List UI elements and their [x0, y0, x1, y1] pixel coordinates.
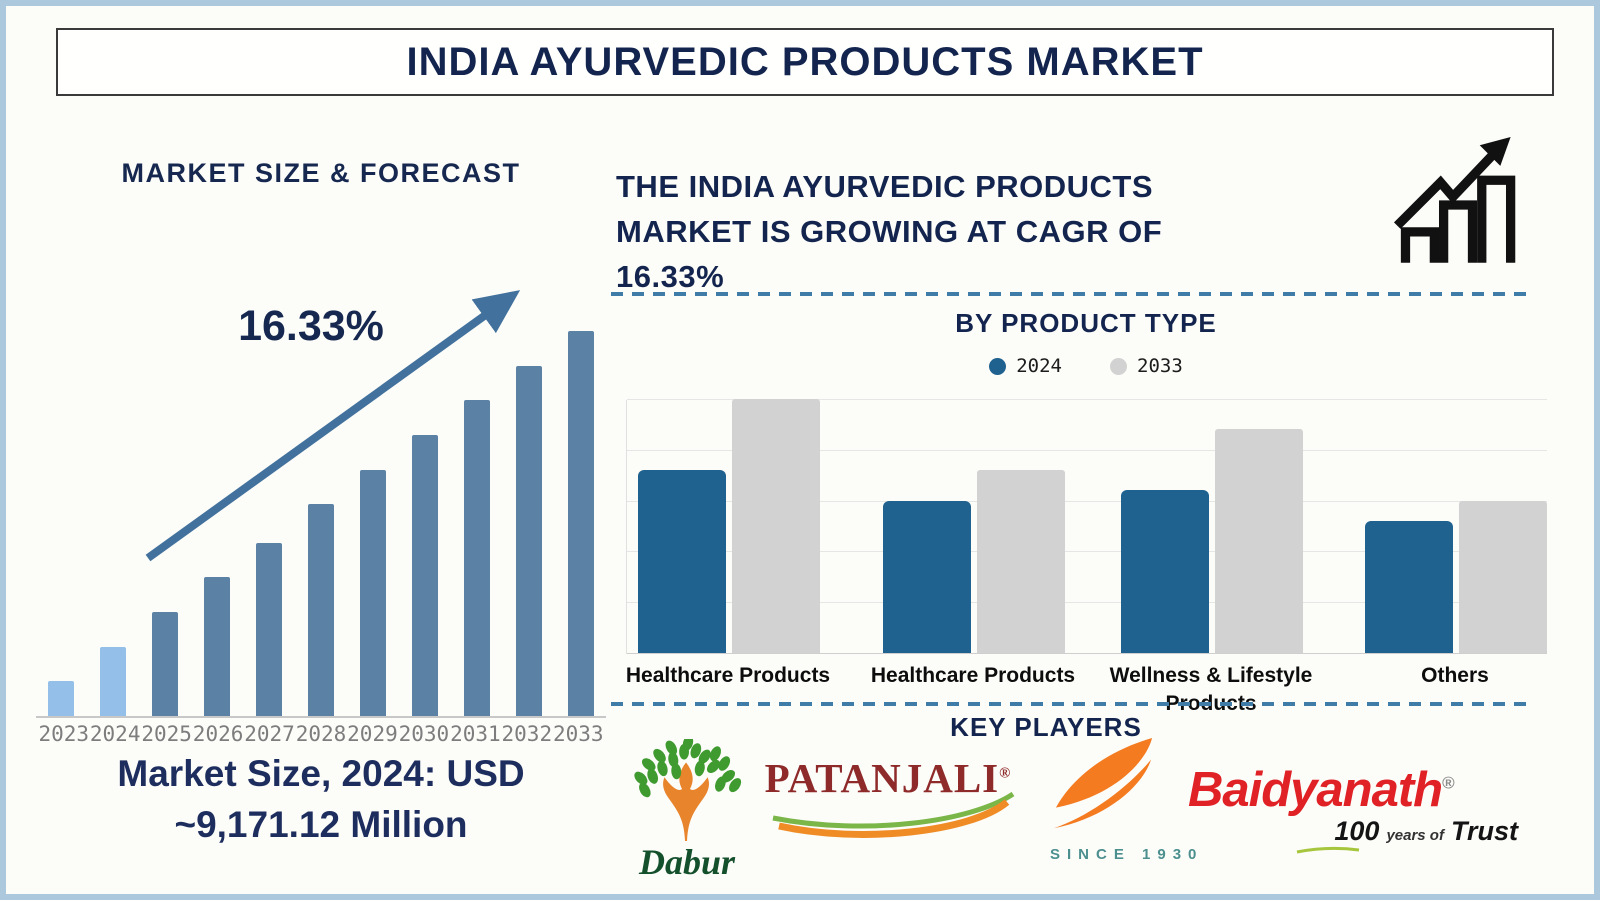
- x-axis-line: [627, 653, 1547, 654]
- tagline-100: 100: [1334, 816, 1380, 846]
- year-label-2027: 2027: [244, 722, 295, 746]
- patanjali-swoosh-icon: [772, 791, 1015, 838]
- gridline: [627, 602, 1547, 604]
- market-forecast-bars: [36, 204, 606, 716]
- cagr-callout: 16.33%: [238, 302, 384, 350]
- bar-2033-group2: [977, 470, 1065, 653]
- registered-mark: ®: [1442, 773, 1454, 793]
- year-label-2031: 2031: [450, 722, 501, 746]
- category-label-1: Healthcare Products: [625, 664, 831, 687]
- legend-item-2033: 2033: [1110, 355, 1183, 377]
- divider-dashed-top: [611, 292, 1531, 296]
- tagline-years-of: years of: [1386, 827, 1444, 844]
- gridline: [627, 449, 1547, 451]
- legend-label-2033: 2033: [1137, 355, 1183, 377]
- baidyanath-text: Baidyanath: [1188, 763, 1443, 817]
- title-banner: INDIA AYURVEDIC PRODUCTS MARKET: [56, 28, 1554, 96]
- gridline: [627, 399, 1547, 400]
- legend-dot-2024: [989, 357, 1007, 375]
- market-size-caption-line2: ~9,171.12 Million: [174, 804, 468, 845]
- year-axis-labels: 2023 2024 2025 2026 2027 2028 2029 2030 2031 2032…: [36, 722, 606, 746]
- category-label-4: Others: [1421, 664, 1489, 687]
- year-label-2026: 2026: [192, 722, 244, 746]
- market-bar-2027: [256, 542, 282, 716]
- baidyanath-tagline: 100 years of Trust: [1188, 816, 1528, 854]
- year-label-2029: 2029: [347, 722, 398, 746]
- growth-arrow: [145, 290, 521, 562]
- product-type-title: BY PRODUCT TYPE: [955, 308, 1217, 338]
- bar-group-2: [883, 400, 1065, 654]
- growth-chart-icon: [1393, 137, 1516, 263]
- bar-2024-group3: [1121, 490, 1209, 653]
- year-label-2028: 2028: [295, 722, 347, 746]
- gridline: [627, 551, 1547, 553]
- himalaya-leaf-icon: [1053, 737, 1153, 829]
- registered-mark: ®: [999, 765, 1012, 782]
- divider-dashed-bottom: [611, 702, 1531, 706]
- legend-item-2024: 2024: [989, 355, 1062, 377]
- key-players-title: KEY PLAYERS: [950, 712, 1142, 742]
- bar-group-1: [638, 399, 820, 654]
- market-bar-2026: [204, 577, 230, 716]
- himalaya-tagline: SINCE 1930: [1050, 846, 1204, 863]
- dabur-logo: Dabur: [618, 735, 758, 889]
- headline: THE INDIA AYURVEDIC PRODUCTS MARKET IS G…: [616, 164, 1296, 299]
- market-size-caption: Market Size, 2024: USD ~9,171.12 Million: [28, 748, 614, 850]
- bar-2033-group1: [732, 399, 820, 653]
- legend: 2024 2033: [626, 355, 1546, 377]
- year-label-2030: 2030: [398, 722, 450, 746]
- year-label-2024: 2024: [89, 722, 141, 746]
- bar-2024-group4: [1365, 520, 1453, 653]
- bar-2024-group2: [883, 500, 971, 653]
- market-bar-2024: [100, 646, 126, 716]
- year-label-2025: 2025: [141, 722, 192, 746]
- market-bar-2031: [464, 400, 490, 716]
- green-underline-icon: [1296, 846, 1360, 854]
- patanjali-logo: PATANJALI®: [748, 754, 1028, 843]
- product-type-plot-area: [626, 399, 1547, 654]
- patanjali-text: PATANJALI: [764, 755, 1000, 801]
- dabur-tree-icon: [634, 735, 742, 842]
- baidyanath-logo: Baidyanath® 100 years of Trust: [1188, 762, 1528, 854]
- baidyanath-wordmark: Baidyanath®: [1188, 762, 1528, 818]
- market-bar-2025: [152, 612, 178, 716]
- dabur-wordmark: Dabur: [638, 842, 736, 882]
- bar-2033-group3: [1215, 429, 1303, 653]
- market-bar-2032: [516, 365, 542, 716]
- market-size-caption-line1: Market Size, 2024: USD: [117, 753, 525, 794]
- category-label-2: Healthcare Products: [870, 664, 1076, 687]
- arrowhead: [1479, 137, 1511, 166]
- year-label-2032: 2032: [501, 722, 553, 746]
- bar-group-4: [1365, 400, 1547, 654]
- patanjali-wordmark: PATANJALI®: [748, 754, 1028, 802]
- market-bar-2029: [360, 469, 386, 716]
- legend-dot-2033: [1110, 357, 1127, 375]
- x-axis-line: [36, 716, 606, 718]
- himalaya-logo: SINCE 1930: [1044, 737, 1204, 863]
- bar-2024-group1: [638, 470, 726, 653]
- year-label-2033: 2033: [552, 722, 604, 746]
- market-bar-2023: [48, 681, 74, 716]
- market-forecast-title: MARKET SIZE & FORECAST: [121, 158, 521, 188]
- bar-2033-group4: [1459, 500, 1547, 653]
- headline-line1: THE INDIA AYURVEDIC PRODUCTS: [616, 169, 1154, 204]
- market-forecast-chart: 16.33%: [36, 206, 606, 718]
- gridline: [627, 500, 1547, 502]
- category-label-3: Wellness & Lifestyle Products: [1109, 664, 1313, 715]
- market-bar-2028: [308, 504, 334, 716]
- bar-group-3: [1121, 400, 1303, 654]
- year-label-2023: 2023: [38, 722, 90, 746]
- legend-label-2024: 2024: [1016, 355, 1062, 377]
- headline-line2: MARKET IS GROWING AT CAGR OF: [616, 214, 1163, 249]
- market-bar-2033: [568, 331, 594, 716]
- market-bar-2030: [412, 434, 438, 716]
- headline-line3: 16.33%: [616, 259, 725, 294]
- page-title: INDIA AYURVEDIC PRODUCTS MARKET: [406, 39, 1204, 84]
- tagline-trust: Trust: [1450, 816, 1518, 846]
